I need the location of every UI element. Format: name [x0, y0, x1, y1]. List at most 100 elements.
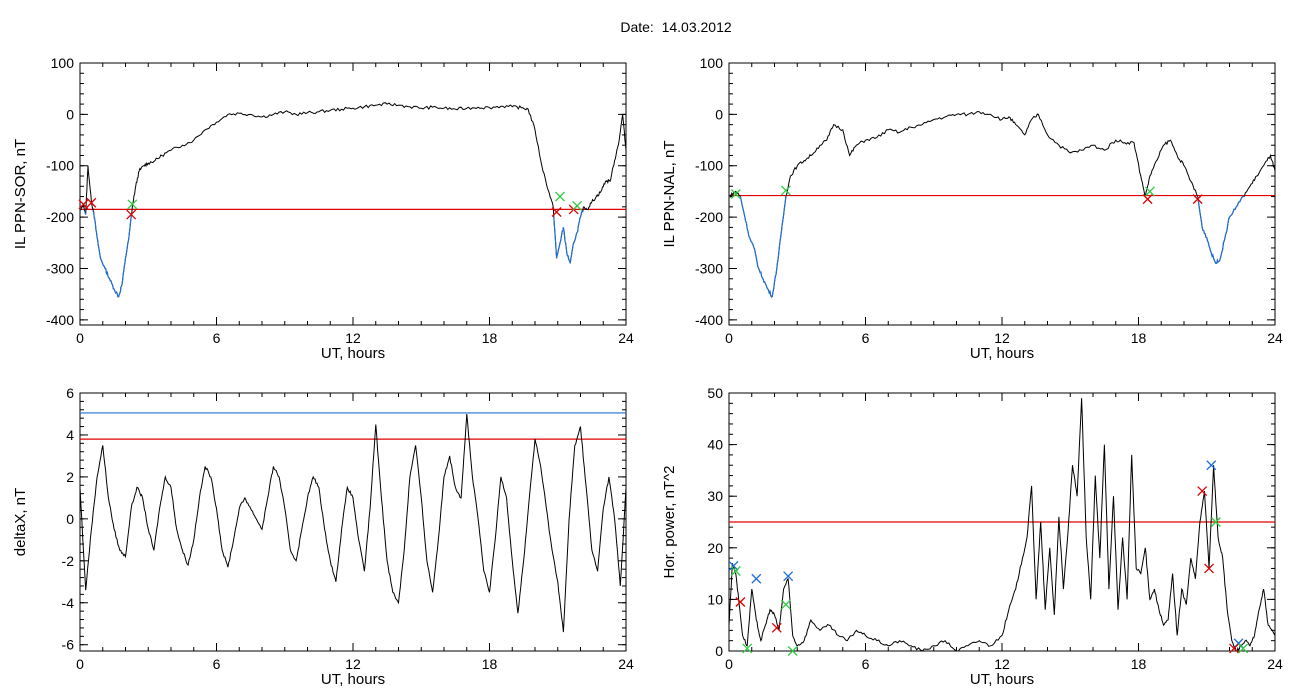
- y-tick-label: 0: [715, 643, 723, 659]
- x-axis-label: UT, hours: [970, 671, 1034, 688]
- y-tick-label: 100: [700, 55, 724, 71]
- y-tick-label: 0: [715, 106, 723, 122]
- below-threshold-segment: [1197, 195, 1245, 264]
- y-tick-label: 40: [707, 437, 723, 453]
- below-threshold-segment: [553, 210, 584, 264]
- panel-il-ppn-sor: 0 6 12 18 24 100 0 -100 -200 -300 -400 UT, hours IL …: [12, 55, 634, 362]
- marker-red-x: [86, 197, 97, 208]
- x-tick-label: 12: [345, 330, 361, 346]
- below-threshold-segment: [84, 210, 87, 215]
- marker-green-x: [1144, 186, 1155, 197]
- x-tick-label: 18: [482, 330, 498, 346]
- figure-title: Date: 14.03.2012: [620, 19, 732, 35]
- marker-green-x: [1210, 517, 1221, 527]
- x-tick-label: 12: [345, 656, 361, 672]
- marker-blue-x: [783, 571, 794, 582]
- y-tick-label: 0: [66, 106, 74, 122]
- y-tick-label: -4: [62, 595, 75, 611]
- panel-hor-power: 0 6 12 18 24 50 40 30 20 10 0 UT, hours Hor. power, …: [661, 385, 1283, 688]
- y-axis-label: Hor. power, nT^2: [661, 466, 678, 579]
- x-tick-label: 6: [862, 656, 870, 672]
- marker-blue-x: [751, 573, 762, 584]
- marker-red-x: [771, 622, 782, 633]
- data-series-line: [729, 398, 1275, 651]
- below-threshold-segment: [92, 211, 133, 298]
- y-tick-label: 6: [66, 385, 74, 401]
- y-tick-label: -2: [62, 553, 75, 569]
- x-tick-label: 18: [1131, 330, 1147, 346]
- x-axis-label: UT, hours: [321, 671, 385, 688]
- y-tick-label: -400: [695, 312, 723, 328]
- marker-red-x: [1192, 194, 1203, 205]
- y-axis-label: IL PPN-SOR, nT: [12, 139, 29, 249]
- marker-red-x: [1229, 643, 1240, 654]
- x-tick-label: 0: [76, 656, 84, 672]
- marker-green-x: [1238, 643, 1249, 654]
- marker-green-x: [787, 646, 798, 656]
- x-tick-label: 24: [618, 656, 634, 672]
- marker-blue-x: [1206, 460, 1217, 471]
- marker-red-x: [1142, 194, 1153, 205]
- below-threshold-segment: [739, 196, 787, 298]
- marker-red-x: [78, 199, 89, 210]
- x-tick-label: 6: [862, 330, 870, 346]
- marker-red-x: [1197, 486, 1208, 496]
- x-axis-label: UT, hours: [970, 345, 1034, 362]
- x-tick-label: 24: [1267, 330, 1283, 346]
- x-tick-label: 0: [725, 656, 733, 672]
- x-tick-label: 24: [618, 330, 634, 346]
- below-threshold-segment: [729, 195, 731, 197]
- plot-frame: [79, 62, 627, 326]
- marker-blue-x: [728, 560, 739, 571]
- marker-red-x: [126, 209, 137, 220]
- x-tick-label: 0: [725, 330, 733, 346]
- marker-green-x: [730, 189, 741, 199]
- x-tick-label: 0: [76, 330, 84, 346]
- y-axis-label: deltaX, nT: [12, 488, 29, 556]
- y-tick-label: -200: [46, 209, 74, 225]
- marker-green-x: [127, 199, 138, 210]
- y-tick-label: 0: [66, 511, 74, 527]
- x-tick-label: 6: [213, 330, 221, 346]
- marker-green-x: [730, 566, 741, 576]
- y-tick-label: 50: [707, 385, 723, 401]
- y-tick-label: 10: [707, 591, 723, 607]
- y-tick-label: -6: [62, 637, 75, 653]
- plot-frame: [79, 392, 627, 652]
- y-tick-label: 20: [707, 540, 723, 556]
- x-axis-label: UT, hours: [321, 345, 385, 362]
- data-series-line: [80, 102, 626, 298]
- marker-red-x: [1204, 563, 1214, 574]
- marker-green-x: [780, 185, 791, 196]
- plot-frame: [728, 62, 1276, 326]
- y-tick-label: -300: [695, 260, 723, 276]
- y-tick-label: -100: [46, 158, 74, 174]
- y-tick-label: -100: [695, 158, 723, 174]
- y-axis-label: IL PPN-NAL, nT: [661, 141, 678, 248]
- marker-green-x: [555, 191, 565, 202]
- x-tick-label: 18: [482, 656, 498, 672]
- marker-green-x: [572, 200, 583, 211]
- y-tick-label: -400: [46, 312, 74, 328]
- panel-il-ppn-nal: 0 6 12 18 24 100 0 -100 -200 -300 -400 UT, hours IL …: [661, 55, 1283, 362]
- marker-red-x: [735, 597, 746, 607]
- y-tick-label: 30: [707, 488, 723, 504]
- x-tick-label: 12: [994, 656, 1010, 672]
- below-threshold-segment: [80, 209, 82, 213]
- x-tick-label: 6: [213, 656, 221, 672]
- x-tick-label: 12: [994, 330, 1010, 346]
- x-tick-label: 24: [1267, 656, 1283, 672]
- data-series-line: [729, 110, 1275, 298]
- y-tick-label: 100: [51, 55, 75, 71]
- y-tick-label: -300: [46, 260, 74, 276]
- marker-green-x: [780, 599, 791, 610]
- y-tick-label: 2: [66, 469, 74, 485]
- y-tick-label: -200: [695, 209, 723, 225]
- data-series-line: [80, 413, 626, 633]
- marker-green-x: [742, 643, 753, 654]
- x-tick-label: 18: [1131, 656, 1147, 672]
- marker-red-x: [551, 207, 562, 217]
- y-tick-label: 4: [66, 427, 74, 443]
- panel-deltax: 0 6 12 18 24 6 4 2 0 -2 -4 -6 UT, hours deltaX, nT: [12, 385, 634, 688]
